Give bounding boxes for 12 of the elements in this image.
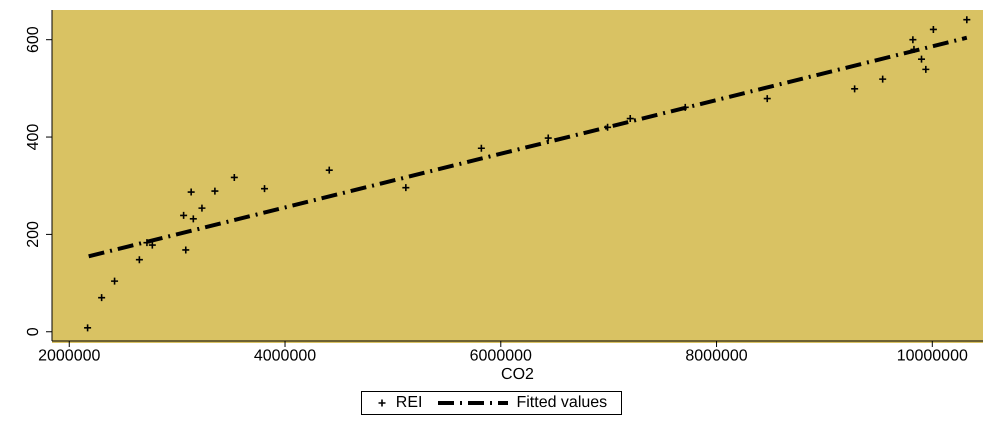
y-tick-label: 200 [25, 220, 42, 248]
x-tick-label: 8000000 [685, 347, 748, 364]
legend-label: Fitted values [516, 394, 608, 412]
legend-label: REI [396, 394, 422, 412]
x-tick-label: 2000000 [38, 347, 101, 364]
y-tick-label: 600 [25, 26, 42, 54]
x-tick-label: 4000000 [254, 347, 316, 364]
x-tick-label: 6000000 [470, 347, 532, 364]
y-tick-label: 0 [25, 327, 42, 336]
x-tick-label: 10000000 [896, 347, 968, 364]
x-axis-title: CO2 [501, 366, 534, 383]
y-tick-label: 400 [25, 124, 42, 150]
